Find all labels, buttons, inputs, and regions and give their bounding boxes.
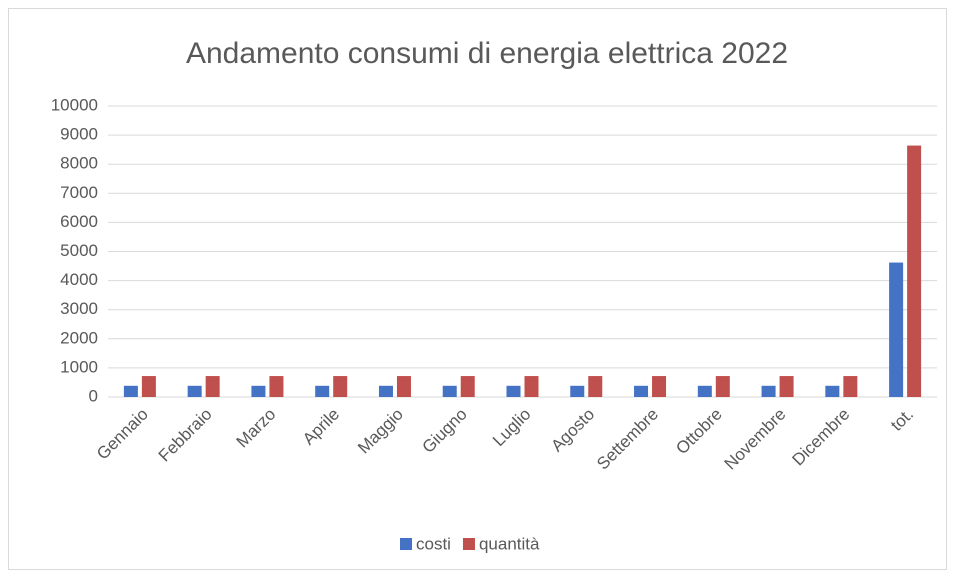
bar: [460, 376, 475, 397]
bar: [652, 376, 667, 397]
y-tick-label: 1000: [60, 357, 98, 376]
bar: [251, 385, 266, 397]
y-tick-label: 10000: [51, 95, 98, 114]
bar: [141, 376, 156, 397]
bar: [779, 376, 794, 397]
bar: [588, 376, 603, 397]
bar: [269, 376, 284, 397]
bar: [123, 385, 138, 397]
y-tick-label: 2000: [60, 328, 98, 347]
bar: [205, 376, 220, 397]
chart-title: Andamento consumi di energia elettrica 2…: [186, 37, 788, 70]
bar: [396, 376, 411, 397]
legend-label: costi: [416, 534, 451, 553]
bar: [315, 385, 330, 397]
legend-swatch: [400, 538, 412, 550]
legend-label: quantità: [479, 534, 540, 553]
y-tick-label: 0: [89, 386, 98, 405]
y-tick-label: 4000: [60, 270, 98, 289]
bar: [697, 385, 712, 397]
bar: [442, 385, 457, 397]
legend-swatch: [462, 538, 475, 550]
y-tick-label: 8000: [60, 154, 98, 173]
bar: [524, 376, 539, 397]
bar: [333, 376, 348, 397]
bar: [715, 376, 730, 397]
bar: [187, 385, 202, 397]
bar: [506, 385, 521, 397]
bar: [843, 376, 858, 397]
chart-border: [8, 8, 947, 570]
y-tick-label: 7000: [60, 183, 98, 202]
y-tick-label: 9000: [60, 125, 98, 144]
bar: [761, 385, 776, 397]
bar: [889, 262, 904, 397]
bar: [907, 145, 922, 397]
bar: [378, 385, 393, 397]
bar: [825, 385, 840, 397]
bar: [570, 385, 585, 397]
y-tick-label: 6000: [60, 212, 98, 231]
bar: [634, 385, 649, 397]
y-tick-label: 5000: [60, 241, 98, 260]
y-tick-label: 3000: [60, 299, 98, 318]
